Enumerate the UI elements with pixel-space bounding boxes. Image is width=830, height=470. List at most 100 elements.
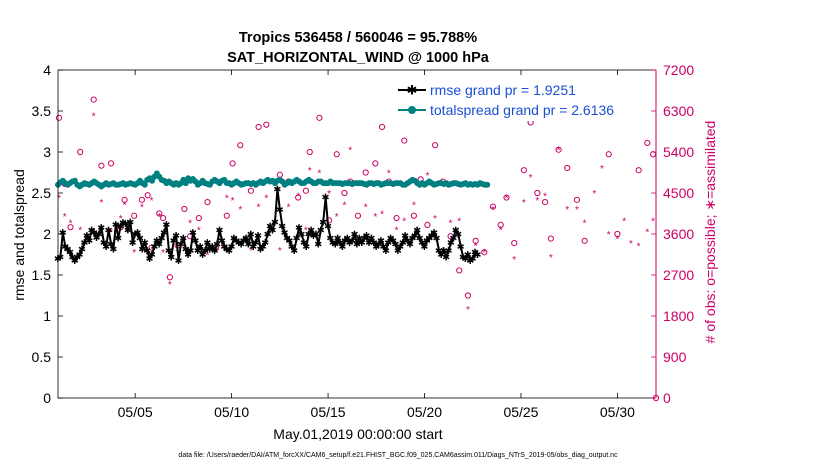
rmse-point: ✱ [259, 242, 267, 253]
rmse-point: ✱ [56, 253, 64, 264]
rmse-point: ✱ [281, 228, 289, 239]
rmse-point: ✱ [122, 219, 130, 230]
rmse-point: ✱ [66, 248, 74, 259]
obs-assimilated-marker: * [63, 212, 67, 223]
rmse-point: ✱ [68, 253, 76, 264]
rmse-point: ✱ [228, 242, 236, 253]
legend-label-rmse: rmse grand pr = 1.9251 [430, 82, 576, 98]
obs-assimilated-marker: * [168, 280, 172, 291]
rmse-point: ✱ [377, 236, 385, 247]
chart-subtitle: SAT_HORIZONTAL_WIND @ 1000 hPa [227, 50, 490, 66]
obs-possible-marker [581, 237, 588, 244]
obs-assimilated-marker: * [575, 205, 579, 216]
rmse-point: ✱ [247, 230, 255, 241]
obs-assimilated-marker: * [522, 198, 526, 209]
rmse-point: ✱ [208, 242, 216, 253]
rmse-point: ✱ [437, 250, 445, 261]
obs-assimilated-marker: * [161, 248, 165, 259]
rmse-point: ✱ [257, 244, 265, 255]
rmse-point: ✱ [225, 246, 233, 257]
legend-box [393, 79, 650, 121]
obs-assimilated-marker: * [317, 169, 321, 180]
obs-assimilated-marker: * [364, 203, 368, 214]
rmse-point: ✱ [326, 234, 334, 245]
rmse-point: ✱ [97, 223, 105, 234]
rmse-point: ✱ [416, 234, 424, 245]
obs-assimilated-marker: * [557, 146, 561, 157]
rmse-point: ✱ [293, 234, 301, 245]
rmse-point: ✱ [213, 239, 221, 250]
obs-possible-marker [295, 194, 302, 201]
rmse-point: ✱ [413, 226, 421, 237]
rmse-point: ✱ [428, 231, 436, 242]
y-left-tick-label: 0.5 [32, 349, 52, 365]
obs-assimilated-marker: * [119, 214, 123, 225]
obs-possible-marker [263, 121, 270, 128]
chart-title: Tropics 536458 / 560046 = 95.788% [239, 30, 477, 46]
rmse-point: ✱ [199, 250, 207, 261]
rmse-point: ✱ [85, 236, 93, 247]
rmse-point: ✱ [276, 205, 284, 216]
obs-possible-marker [410, 212, 418, 219]
rmse-point: ✱ [189, 228, 197, 239]
obs-possible-marker [98, 162, 105, 169]
obs-possible-marker [302, 187, 309, 194]
obs-possible-marker [276, 171, 283, 178]
rmse-point: ✱ [83, 231, 91, 242]
rmse-point: ✱ [216, 226, 224, 237]
rmse-point: ✱ [102, 242, 110, 253]
obs-possible-marker [378, 123, 386, 131]
x-tick-label: 05/30 [600, 404, 635, 420]
rmse-point: ✱ [143, 246, 151, 257]
rmse-point: ✱ [346, 238, 354, 249]
y-right-tick-label: 5400 [663, 144, 694, 160]
obs-assimilated-marker: * [592, 189, 596, 200]
rmse-point: ✱ [375, 239, 383, 250]
rmse-point: ✱ [117, 221, 125, 232]
obs-assimilated-marker: * [78, 225, 82, 236]
rmse-point: ✱ [194, 246, 202, 257]
rmse-point: ✱ [81, 238, 89, 249]
rmse-point: ✱ [240, 236, 248, 247]
obs-assimilated-marker: * [543, 191, 547, 202]
rmse-point: ✱ [230, 234, 238, 245]
y-right-tick-label: 6300 [663, 103, 694, 119]
obs-assimilated-marker: * [206, 251, 210, 262]
obs-assimilated-marker: * [600, 164, 604, 175]
rmse-point: ✱ [114, 234, 122, 245]
rmse-point: ✱ [191, 236, 199, 247]
rmse-point: ✱ [290, 246, 298, 257]
obs-possible-marker [372, 160, 379, 167]
obs-assimilated-marker: * [278, 246, 282, 257]
rmse-point: ✱ [423, 236, 431, 247]
data-file-footnote: data file: /Users/raeder/DAI/ATM_forcXX/… [178, 452, 618, 459]
rmse-point: ✱ [339, 242, 347, 253]
obs-assimilated-marker: * [474, 241, 478, 252]
rmse-point: ✱ [387, 234, 395, 245]
rmse-point: ✱ [182, 244, 190, 255]
rmse-point: ✱ [336, 238, 344, 249]
rmse-point: ✱ [201, 246, 209, 257]
obs-possible-marker [393, 214, 400, 222]
obs-possible-marker [614, 230, 621, 238]
rmse-point: ✱ [360, 234, 368, 245]
x-axis-label: May.01,2019 00:00:00 start [273, 426, 443, 442]
rmse-point: ✱ [138, 244, 146, 255]
obs-possible-marker [333, 151, 340, 158]
obs-possible-marker [90, 96, 97, 103]
obs-possible-marker [160, 214, 167, 222]
rmse-point: ✱ [430, 228, 438, 239]
obs-assimilated-marker: * [257, 203, 261, 214]
rmse-point: ✱ [454, 230, 462, 241]
rmse-point: ✱ [334, 234, 342, 245]
rmse-point: ✱ [150, 242, 158, 253]
x-tick-label: 05/20 [407, 404, 442, 420]
x-tick-label: 05/15 [311, 404, 346, 420]
rmse-point: ✱ [278, 221, 286, 232]
obs-possible-marker [541, 199, 549, 206]
rmse-point: ✱ [389, 236, 397, 247]
y-axis-label-left: rmse and totalspread [11, 169, 27, 301]
obs-assimilated-marker: * [512, 255, 516, 266]
rmse-point: ✱ [112, 220, 120, 231]
